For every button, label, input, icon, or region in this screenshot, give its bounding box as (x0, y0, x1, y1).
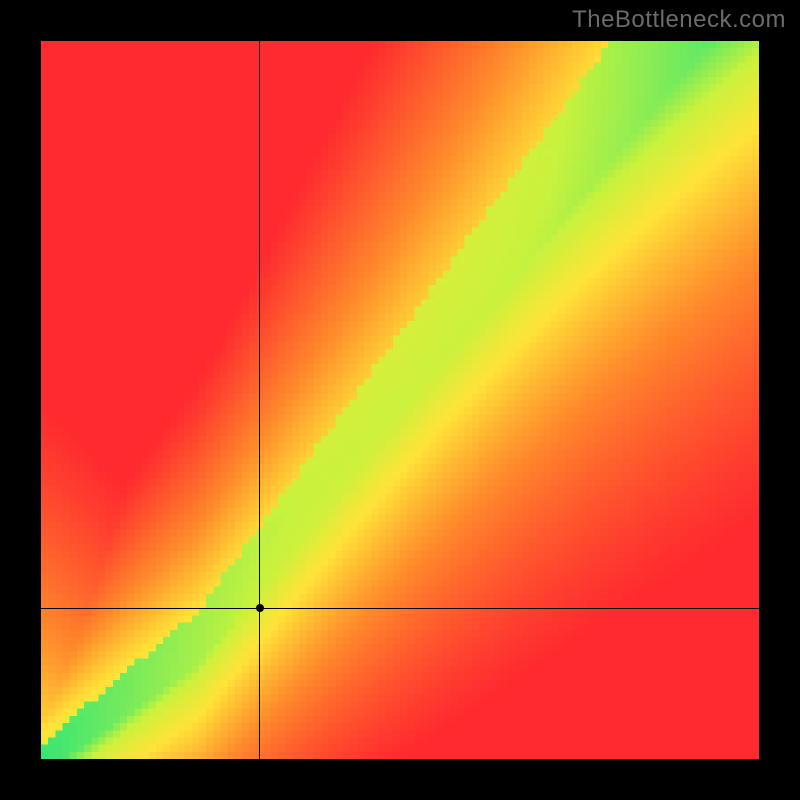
chart-container: TheBottleneck.com (0, 0, 800, 800)
marker-dot (256, 604, 264, 612)
heatmap-canvas (41, 41, 759, 759)
watermark-text: TheBottleneck.com (572, 6, 786, 34)
